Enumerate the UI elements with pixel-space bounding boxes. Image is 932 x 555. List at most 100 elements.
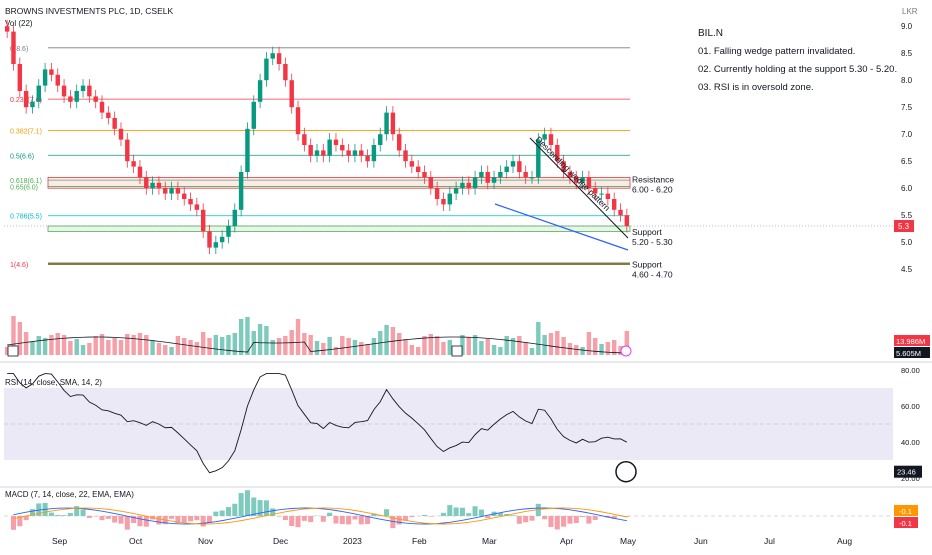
macd-histogram-bar xyxy=(283,516,288,520)
macd-histogram-bar xyxy=(473,506,478,516)
volume-bar xyxy=(587,332,591,355)
macd-histogram-bar xyxy=(296,516,301,527)
support-zone-upper xyxy=(48,226,630,231)
candle-body xyxy=(486,172,490,183)
candle-body xyxy=(68,96,72,101)
candle-body xyxy=(467,183,471,188)
volume-bar xyxy=(131,335,135,355)
volume-bar xyxy=(24,332,28,355)
volume-bar xyxy=(517,336,521,355)
lightning-icon xyxy=(621,346,631,356)
volume-bar xyxy=(308,335,312,355)
rsi-tick-label: 40.00 xyxy=(901,438,920,447)
macd-histogram-bar xyxy=(226,507,231,516)
volume-bar xyxy=(580,347,584,355)
volume-bar xyxy=(410,345,414,355)
x-axis-label: Dec xyxy=(273,536,289,546)
candle-body xyxy=(302,134,306,145)
volume-bar xyxy=(492,345,496,355)
volume-bar xyxy=(150,341,154,355)
last-price-value: 5.3 xyxy=(898,222,910,231)
candle-body xyxy=(271,53,275,58)
macd-histogram-bar xyxy=(510,515,515,516)
candle-body xyxy=(365,156,369,161)
volume-bar xyxy=(448,340,452,355)
candle-body xyxy=(277,53,281,64)
volume-bar xyxy=(37,336,41,355)
macd-histogram-bar xyxy=(289,516,294,526)
x-axis-label: Nov xyxy=(198,536,214,546)
candle-body xyxy=(308,145,312,156)
macd-histogram-bar xyxy=(251,498,256,516)
macd-histogram-bar xyxy=(485,516,490,518)
volume-bar xyxy=(359,342,363,355)
zone-label: Support xyxy=(632,259,662,269)
x-axis-label: Jul xyxy=(764,536,775,546)
macd-histogram-bar xyxy=(125,516,130,530)
volume-bar xyxy=(429,334,433,355)
note-item-3: 03. RSI is in oversold zone. xyxy=(698,82,814,93)
candle-body xyxy=(334,140,338,145)
macd-histogram-bar xyxy=(239,493,244,516)
volume-bar xyxy=(384,325,388,355)
candle-body xyxy=(5,26,9,31)
macd-histogram-bar xyxy=(359,516,364,524)
candle-body xyxy=(517,161,521,172)
candle-body xyxy=(353,150,357,155)
fib-level-label: 1(4.6) xyxy=(10,262,28,269)
candle-body xyxy=(397,134,401,150)
x-axis-label: Mar xyxy=(482,536,497,546)
macd-histogram-bar xyxy=(333,516,338,523)
volume-bar xyxy=(397,333,401,355)
symbol-title: BROWNS INVESTMENTS PLC, 1D, CSELK xyxy=(5,6,173,16)
volume-bars xyxy=(5,316,629,355)
candle-body xyxy=(372,145,376,161)
candle-body xyxy=(245,129,249,172)
volume-bar xyxy=(106,340,110,355)
candle-body xyxy=(498,172,502,177)
volume-bar xyxy=(283,336,287,355)
candle-body xyxy=(24,91,28,107)
candle-body xyxy=(504,167,508,172)
volume-bar xyxy=(365,344,369,355)
macd-histogram-bar xyxy=(302,516,307,521)
volume-bar xyxy=(416,347,420,355)
volume-bar xyxy=(561,337,565,355)
volume-bar xyxy=(574,345,578,355)
macd-histogram-bar xyxy=(232,504,237,516)
price-tick-label: 8.0 xyxy=(901,76,913,85)
candle-body xyxy=(618,210,622,215)
fib-level-label: 0.5(6.6) xyxy=(10,153,34,160)
candle-body xyxy=(422,172,426,177)
macd-histogram-bar xyxy=(118,516,123,524)
candle-body xyxy=(435,188,439,199)
macd-histogram-bar xyxy=(137,516,142,526)
candle-body xyxy=(163,188,167,193)
macd-histogram-bar xyxy=(447,505,452,516)
candle-body xyxy=(315,150,319,155)
candle-body xyxy=(612,199,616,210)
volume-bar xyxy=(226,335,230,355)
macd-histogram-bar xyxy=(112,516,117,523)
volume-bar xyxy=(435,336,439,355)
candle-body xyxy=(62,86,66,97)
macd-histogram-bar xyxy=(220,511,225,516)
candle-body xyxy=(93,96,97,101)
volume-bar xyxy=(182,338,186,355)
volume-bar xyxy=(30,342,34,355)
volume-bar xyxy=(264,326,268,355)
volume-bar xyxy=(49,335,53,355)
volume-bar xyxy=(277,338,281,355)
candle-body xyxy=(403,150,407,161)
rsi-oversold-marker xyxy=(616,462,636,482)
candle-body xyxy=(157,183,161,188)
zone-range-label: 5.20 - 5.30 xyxy=(632,237,673,247)
macd-histogram-bar xyxy=(144,516,149,527)
candle-body xyxy=(37,86,41,102)
candle-body xyxy=(220,237,224,242)
candle-body xyxy=(169,188,173,193)
price-tick-label: 6.0 xyxy=(901,184,913,193)
macd-histogram-bar xyxy=(548,516,553,527)
candle-body xyxy=(138,167,142,178)
volume-bar xyxy=(119,340,123,355)
